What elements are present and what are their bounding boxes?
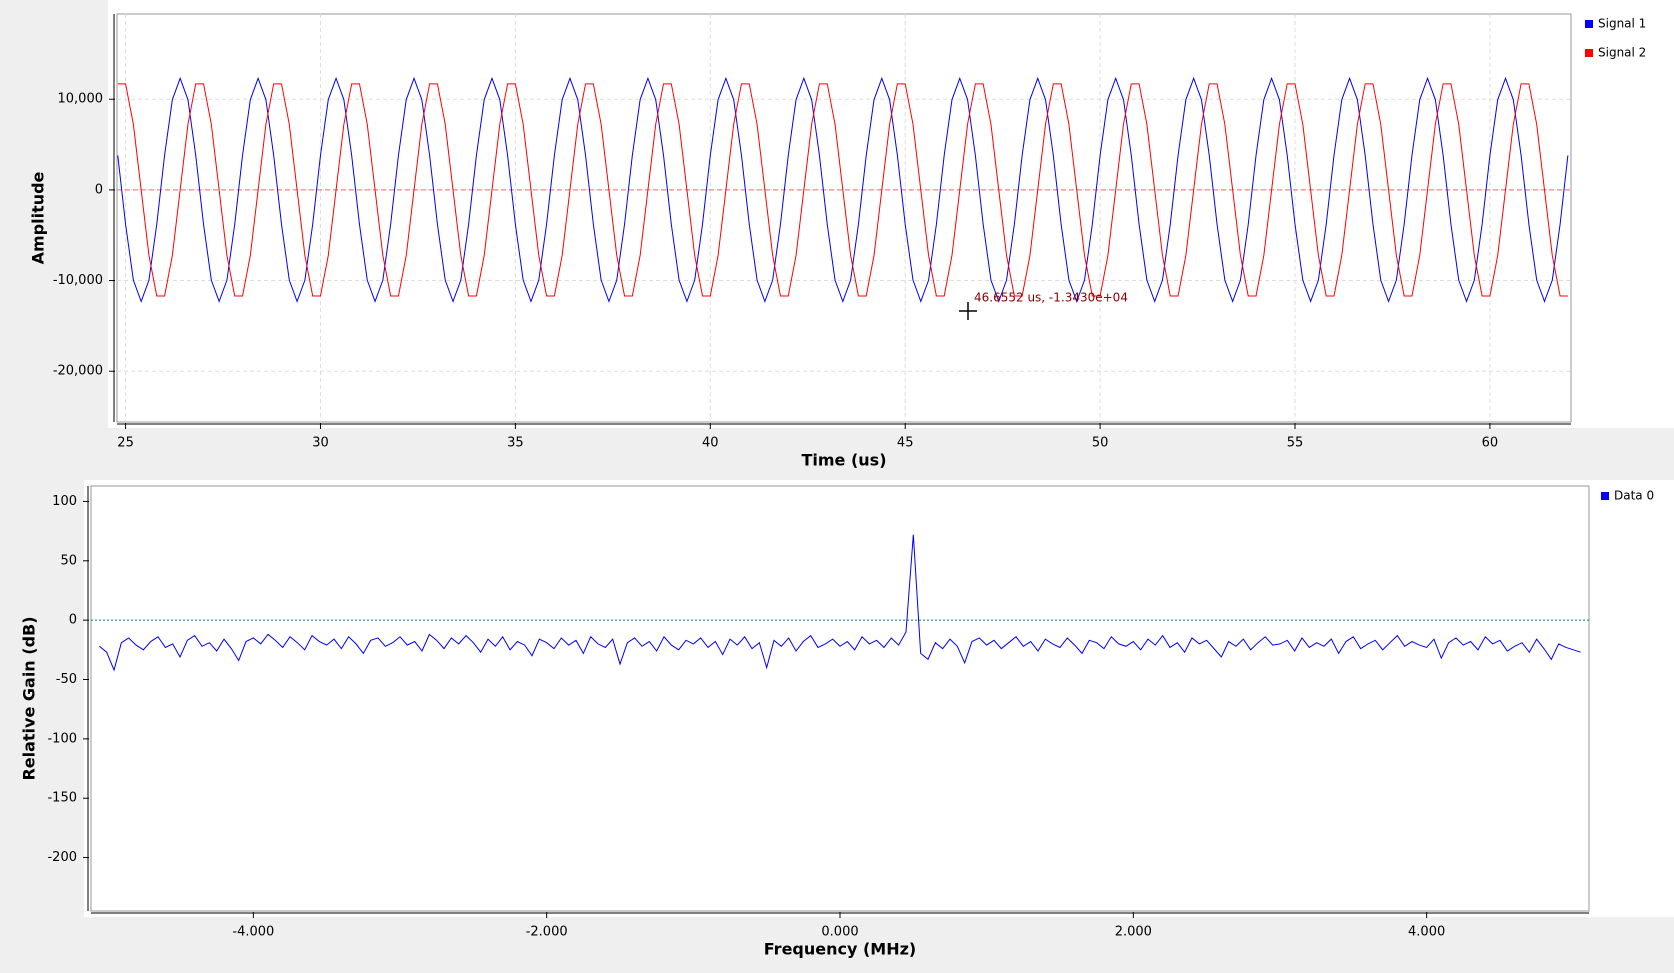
- y-tick-label: -10,000: [53, 273, 103, 288]
- legend-label: Signal 2: [1598, 46, 1646, 60]
- x-tick-label: 0.000: [821, 925, 858, 940]
- y-tick-label: -150: [47, 791, 77, 806]
- plot-area: [90, 485, 1590, 912]
- x-axis-title: Frequency (MHz): [764, 940, 916, 959]
- legend-swatch: [1601, 492, 1609, 500]
- y-axis-title: Relative Gain (dB): [20, 616, 39, 780]
- y-tick-label: 100: [52, 494, 77, 509]
- x-tick-label: 45: [897, 436, 914, 451]
- series-line: [117, 76, 1569, 303]
- x-tick-label: -4.000: [232, 925, 274, 940]
- y-tick-label: -200: [47, 850, 77, 865]
- y-tick-label: -100: [47, 731, 77, 746]
- x-tick-label: 2.000: [1115, 925, 1152, 940]
- y-tick-label: 0: [69, 613, 77, 628]
- plot-area: [116, 13, 1572, 423]
- y-tick-label: 50: [60, 553, 77, 568]
- legend-swatch: [1585, 20, 1593, 28]
- x-tick-label: 35: [507, 436, 524, 451]
- x-tick-label: 4.000: [1408, 925, 1445, 940]
- x-tick-label: 30: [312, 436, 329, 451]
- legend-label: Signal 1: [1598, 17, 1646, 31]
- y-tick-label: -20,000: [53, 364, 103, 379]
- series-line: [117, 83, 1568, 297]
- plots: 10,000 0 -10,000 -20,000 25 30 35 40 45 50 55 60 Tim…: [20, 13, 1654, 959]
- series-line: [99, 534, 1581, 672]
- y-axis-title: Amplitude: [29, 171, 48, 264]
- x-tick-label: 50: [1092, 436, 1109, 451]
- y-tick-label: -50: [56, 672, 77, 687]
- legend-label: Data 0: [1614, 489, 1654, 503]
- cursor: [959, 302, 977, 320]
- x-tick-label: 40: [702, 436, 719, 451]
- x-axis-title: Time (us): [801, 451, 886, 470]
- annotation: 46.6552 us, -1.3430e+04: [974, 291, 1128, 305]
- x-tick-label: -2.000: [526, 925, 568, 940]
- y-tick-label: 0: [95, 182, 103, 197]
- legend-swatch: [1585, 49, 1593, 57]
- x-tick-label: 55: [1287, 436, 1304, 451]
- x-tick-label: 60: [1482, 436, 1499, 451]
- x-tick-label: 25: [117, 436, 134, 451]
- y-tick-label: 10,000: [58, 92, 104, 107]
